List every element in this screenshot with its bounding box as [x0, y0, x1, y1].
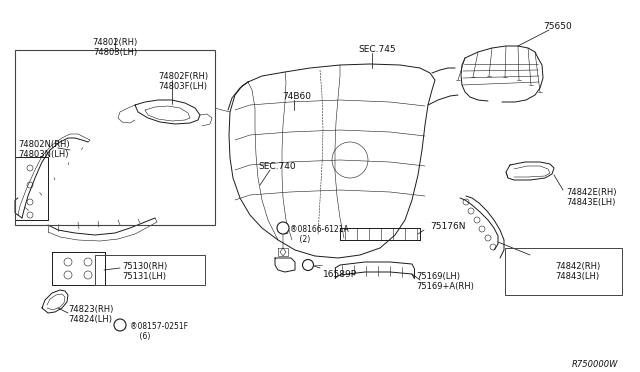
- Circle shape: [114, 319, 126, 331]
- Text: 75169(LH)
75169+A(RH): 75169(LH) 75169+A(RH): [416, 272, 474, 291]
- Circle shape: [479, 226, 485, 232]
- Text: 74842E(RH)
74843E(LH): 74842E(RH) 74843E(LH): [566, 188, 616, 208]
- Circle shape: [468, 208, 474, 214]
- Text: ®08166-6121A
    (2): ®08166-6121A (2): [290, 225, 349, 244]
- Circle shape: [277, 222, 289, 234]
- Circle shape: [303, 260, 314, 270]
- Text: SEC.745: SEC.745: [358, 45, 396, 54]
- Text: SEC.740: SEC.740: [258, 162, 296, 171]
- Text: B: B: [280, 225, 285, 231]
- Text: 74802N(RH)
74803N(LH): 74802N(RH) 74803N(LH): [18, 140, 70, 159]
- Text: B: B: [305, 263, 310, 267]
- Bar: [15, 50, 215, 225]
- Circle shape: [463, 199, 469, 205]
- Text: 74802F(RH)
74803F(LH): 74802F(RH) 74803F(LH): [158, 72, 208, 92]
- Text: 75650: 75650: [543, 22, 572, 31]
- Text: 75176N: 75176N: [430, 222, 465, 231]
- Text: ®08157-0251F
    (6): ®08157-0251F (6): [130, 322, 188, 341]
- Circle shape: [490, 244, 496, 250]
- Bar: [95, 255, 205, 285]
- Circle shape: [485, 235, 491, 241]
- Text: B: B: [117, 322, 123, 328]
- Text: 74B60: 74B60: [282, 92, 311, 101]
- Text: 74802(RH)
74803(LH): 74802(RH) 74803(LH): [92, 38, 138, 57]
- Circle shape: [474, 217, 480, 223]
- Text: 16589P: 16589P: [323, 270, 357, 279]
- Text: 74823(RH)
74824(LH): 74823(RH) 74824(LH): [68, 305, 113, 324]
- Text: 75130(RH)
75131(LH): 75130(RH) 75131(LH): [122, 262, 167, 281]
- Bar: [505, 248, 622, 295]
- Text: R750000W: R750000W: [572, 360, 618, 369]
- Text: 74842(RH)
74843(LH): 74842(RH) 74843(LH): [555, 262, 600, 281]
